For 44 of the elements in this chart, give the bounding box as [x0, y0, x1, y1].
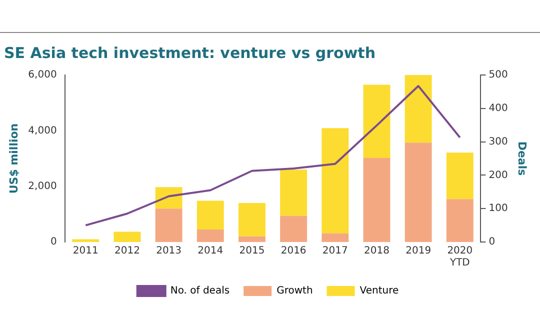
- bar: [155, 187, 182, 209]
- y2-tick-label: 400: [488, 102, 508, 114]
- x-tick-label: 2018: [364, 246, 390, 257]
- bar: [72, 239, 100, 242]
- y-tick-label: 2,000: [28, 180, 57, 192]
- bar: [322, 233, 349, 242]
- bar: [155, 208, 182, 242]
- x-tick-label: 2011: [72, 246, 98, 257]
- bar: [238, 203, 266, 236]
- bar: [404, 75, 432, 143]
- x-tick-label: 2019: [406, 246, 432, 257]
- bar: [363, 84, 390, 158]
- bar: [404, 142, 432, 242]
- x-tick-label: 2016: [280, 246, 306, 257]
- y-axis-title: US$ million: [7, 123, 20, 194]
- y2-tick-label: 100: [488, 203, 508, 214]
- x-tick-label: 2015: [239, 246, 265, 257]
- y-tick-label: 0: [50, 236, 57, 248]
- bar: [322, 128, 349, 234]
- y-tick-label: 6,000: [28, 70, 57, 81]
- y-tick-label: 4,000: [28, 125, 57, 136]
- chart-title: SE Asia tech investment: venture vs growth: [4, 44, 376, 62]
- bar: [196, 229, 224, 242]
- legend-label: Growth: [276, 286, 313, 297]
- y2-tick-label: 200: [488, 170, 508, 181]
- x-tick-label: 2020 YTD: [447, 246, 473, 269]
- x-tick-label: 2012: [114, 246, 140, 257]
- bar: [280, 170, 308, 216]
- y2-tick-label: 300: [488, 136, 508, 148]
- bar: [280, 216, 308, 242]
- bar: [196, 200, 224, 230]
- bar: [363, 158, 390, 242]
- legend-label: Venture: [360, 286, 399, 297]
- y2-tick-label: 500: [488, 70, 508, 81]
- bar: [238, 236, 266, 242]
- bar: [446, 199, 474, 242]
- x-tick-label: 2017: [322, 246, 348, 257]
- bar: [446, 152, 474, 200]
- legend-label: No. of deals: [170, 286, 230, 297]
- x-tick-label: 2014: [198, 246, 224, 257]
- y2-axis-title: Deals: [516, 141, 529, 176]
- y2-tick-label: 0: [488, 236, 496, 248]
- bar: [114, 232, 141, 242]
- x-tick-label: 2013: [156, 246, 182, 257]
